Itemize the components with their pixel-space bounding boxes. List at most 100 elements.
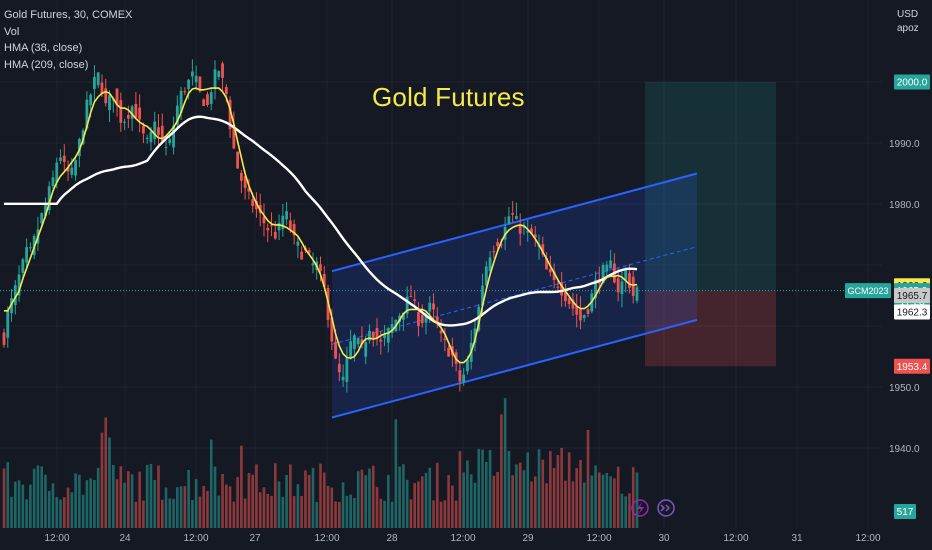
volume-bar bbox=[119, 466, 123, 528]
lightning-icon-glyph bbox=[637, 502, 644, 515]
volume-bar bbox=[176, 487, 179, 528]
candle-body bbox=[564, 292, 567, 302]
volume-bar bbox=[10, 496, 13, 528]
candle-body bbox=[518, 224, 522, 234]
volume-bar bbox=[349, 494, 352, 528]
y-tick-label: 1940.0 bbox=[889, 444, 920, 455]
volume-bar bbox=[541, 459, 545, 528]
candle-body bbox=[115, 88, 119, 105]
candle-body bbox=[172, 125, 175, 148]
candle-body bbox=[447, 347, 451, 357]
legend-volume[interactable]: Vol bbox=[4, 25, 20, 38]
candle-body bbox=[462, 374, 466, 383]
volume-bar bbox=[439, 501, 443, 528]
volume-bar bbox=[549, 451, 552, 528]
candle-body bbox=[187, 79, 191, 90]
volume-bar bbox=[74, 473, 77, 528]
parallel-channel[interactable] bbox=[331, 172, 698, 419]
candle-body bbox=[345, 358, 349, 382]
volume-bar bbox=[488, 450, 492, 528]
price-label-text: 2000.0 bbox=[897, 78, 928, 89]
volume-bar bbox=[417, 481, 420, 528]
volume-bar bbox=[507, 450, 511, 528]
volume-bar bbox=[405, 479, 409, 528]
candle-body bbox=[556, 286, 560, 288]
candle-body bbox=[499, 244, 503, 246]
timeline-icons[interactable] bbox=[631, 499, 675, 517]
x-tick-label: 27 bbox=[249, 533, 261, 544]
candle-body bbox=[6, 310, 10, 338]
candle-body bbox=[296, 241, 300, 246]
candle-body bbox=[311, 263, 315, 266]
candle-body bbox=[582, 315, 586, 319]
volume-bar bbox=[202, 485, 205, 528]
candle-body bbox=[239, 172, 243, 181]
volume-bar bbox=[315, 501, 319, 528]
candle-body bbox=[533, 234, 537, 238]
volume-bar bbox=[51, 483, 55, 528]
candle-body bbox=[104, 88, 108, 104]
volume-bar bbox=[371, 465, 375, 528]
candle-body bbox=[560, 282, 564, 296]
candle-body bbox=[288, 220, 292, 230]
volume-bar bbox=[436, 462, 439, 528]
candle-body bbox=[435, 316, 439, 324]
volume-bar bbox=[451, 485, 454, 528]
volume-label-box bbox=[894, 504, 916, 519]
x-tick-label: 12:00 bbox=[44, 533, 69, 544]
volume-bar bbox=[243, 498, 247, 528]
candle-body bbox=[270, 225, 273, 227]
volume-bar bbox=[582, 482, 586, 528]
volume-bar bbox=[533, 476, 537, 528]
candle-body bbox=[134, 103, 138, 118]
currency-label[interactable]: USD apoz bbox=[897, 8, 919, 36]
candle-body bbox=[96, 72, 100, 86]
volume-bar bbox=[353, 497, 356, 528]
volume-bar bbox=[17, 480, 21, 528]
candle-body bbox=[70, 167, 74, 175]
candle-body bbox=[221, 63, 224, 78]
candle-body bbox=[307, 250, 311, 253]
volume-bar bbox=[289, 464, 292, 528]
x-tick-label: 12:00 bbox=[183, 533, 208, 544]
candle-body bbox=[349, 341, 353, 358]
volume-bar bbox=[571, 481, 575, 528]
price-label-text: 1962.3 bbox=[897, 307, 928, 318]
volume-bar bbox=[522, 470, 526, 528]
candle-body bbox=[353, 335, 356, 349]
volume-bar bbox=[191, 499, 194, 528]
candle-body bbox=[567, 298, 571, 305]
volume-bar bbox=[477, 448, 481, 528]
volume-bar bbox=[443, 500, 447, 528]
volume-bar bbox=[545, 483, 548, 528]
annotation-title[interactable]: Gold Futures bbox=[372, 82, 525, 112]
legend-symbol[interactable]: Gold Futures, 30, COMEX bbox=[4, 9, 133, 21]
price-labels: 2000.01966.61965.817:23GCM20231965.71962… bbox=[845, 74, 930, 519]
volume-bar bbox=[100, 432, 104, 528]
volume-bar bbox=[492, 475, 496, 528]
candle-body bbox=[25, 247, 29, 263]
volume-bar bbox=[29, 484, 32, 528]
legend-hma-fast[interactable]: HMA (38, close) bbox=[4, 42, 83, 54]
volume-bar bbox=[631, 467, 635, 528]
candle-body bbox=[251, 199, 255, 207]
volume-bar bbox=[624, 496, 627, 528]
volume-bar bbox=[134, 501, 138, 528]
y-tick-label: 1950.0 bbox=[889, 383, 920, 394]
volume-bar bbox=[338, 501, 341, 528]
position-zones[interactable] bbox=[0, 82, 882, 367]
volume-bar bbox=[93, 479, 96, 528]
candlestick-series bbox=[2, 59, 639, 393]
volume-bar bbox=[66, 487, 70, 528]
volume-bar bbox=[198, 496, 202, 528]
volume-bar bbox=[44, 474, 47, 528]
candle-body bbox=[130, 106, 134, 119]
legend-hma-slow[interactable]: HMA (209, close) bbox=[4, 58, 89, 71]
candle-body bbox=[605, 264, 609, 272]
volume-bar bbox=[2, 468, 6, 528]
volume-bar bbox=[187, 469, 190, 528]
volume-bar bbox=[209, 439, 213, 528]
volume-bar bbox=[496, 471, 499, 528]
candle-body bbox=[601, 265, 605, 283]
